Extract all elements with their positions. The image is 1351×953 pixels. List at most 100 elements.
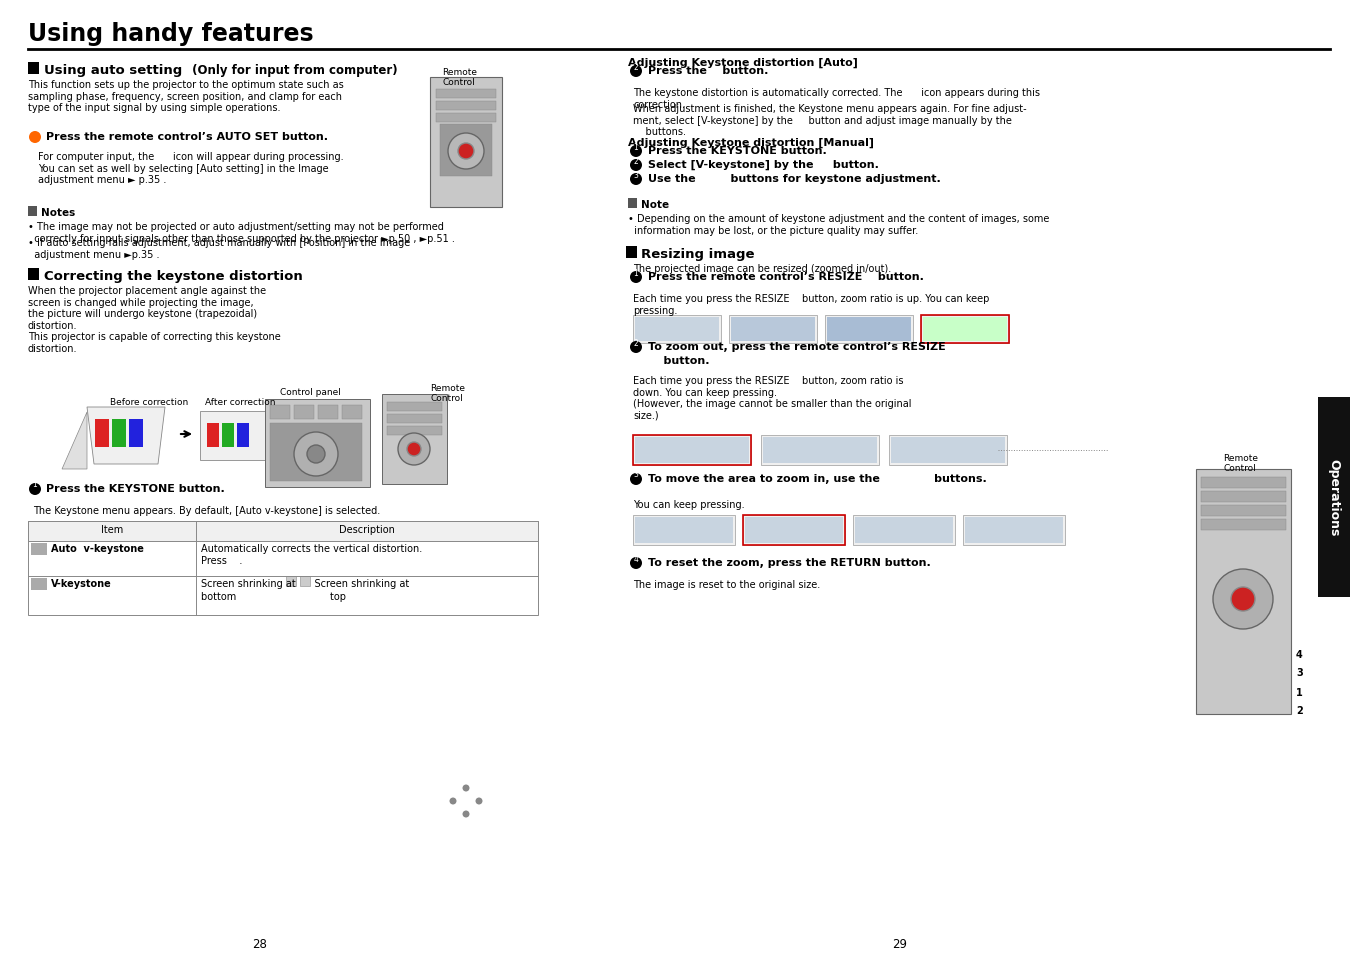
Text: Press    .: Press .: [201, 556, 242, 565]
Bar: [28, 63, 39, 75]
Text: 29: 29: [893, 937, 908, 950]
Circle shape: [1231, 587, 1255, 612]
Text: Correcting the keystone distortion: Correcting the keystone distortion: [45, 270, 303, 283]
Text: Screen shrinking at      Screen shrinking at: Screen shrinking at Screen shrinking at: [201, 578, 409, 588]
Circle shape: [630, 146, 642, 158]
Circle shape: [462, 811, 470, 818]
Text: 2: 2: [634, 338, 639, 347]
Text: 1: 1: [634, 142, 639, 152]
Circle shape: [399, 434, 430, 465]
Bar: [317, 406, 338, 419]
Bar: [628, 199, 638, 209]
Bar: [635, 437, 748, 463]
Text: Remote
Control: Remote Control: [1224, 454, 1259, 473]
Bar: [892, 437, 1005, 463]
Bar: [1201, 477, 1286, 489]
Bar: [923, 317, 1006, 341]
Text: Control panel: Control panel: [280, 388, 340, 396]
Text: Adjusting Keystone distortion [Auto]: Adjusting Keystone distortion [Auto]: [628, 58, 858, 69]
Bar: [635, 317, 719, 341]
Text: 1: 1: [32, 480, 38, 489]
Text: Before correction: Before correction: [109, 397, 188, 407]
Bar: [28, 521, 538, 541]
Bar: [270, 406, 290, 419]
Text: Press the    button.: Press the button.: [648, 66, 769, 76]
Circle shape: [1213, 569, 1273, 629]
Text: For computer input, the      icon will appear during processing.
You can set as : For computer input, the icon will appear…: [38, 152, 343, 185]
Bar: [761, 436, 880, 465]
Bar: [763, 437, 877, 463]
Text: Auto  v-keystone: Auto v-keystone: [51, 543, 143, 554]
Text: This function sets up the projector to the optimum state such as
sampling phase,: This function sets up the projector to t…: [28, 80, 343, 113]
Text: 4: 4: [634, 554, 639, 563]
Text: (Only for input from computer): (Only for input from computer): [188, 64, 397, 77]
Text: The image is reset to the original size.: The image is reset to the original size.: [634, 579, 820, 589]
Bar: [825, 315, 913, 344]
Bar: [436, 90, 496, 99]
Text: 3: 3: [634, 470, 639, 479]
Bar: [852, 516, 955, 545]
Text: Note: Note: [640, 200, 669, 210]
Circle shape: [630, 341, 642, 354]
Text: Press the KEYSTONE button.: Press the KEYSTONE button.: [46, 483, 224, 494]
Bar: [386, 427, 442, 436]
Bar: [112, 419, 126, 448]
Text: Press the KEYSTONE button.: Press the KEYSTONE button.: [648, 146, 827, 156]
Bar: [1201, 492, 1286, 502]
Bar: [626, 247, 638, 258]
Circle shape: [476, 798, 482, 804]
Text: After correction: After correction: [205, 397, 276, 407]
Circle shape: [450, 798, 457, 804]
Bar: [382, 395, 447, 484]
Bar: [270, 423, 362, 481]
Bar: [286, 577, 296, 586]
Text: Remote
Control: Remote Control: [443, 68, 477, 88]
Text: Operations: Operations: [1328, 458, 1340, 537]
Circle shape: [630, 66, 642, 78]
Text: Remote
Control: Remote Control: [431, 384, 466, 403]
Bar: [921, 315, 1009, 344]
Bar: [963, 516, 1065, 545]
Text: 28: 28: [253, 937, 267, 950]
Bar: [1319, 397, 1350, 598]
Circle shape: [630, 474, 642, 485]
Text: Item: Item: [101, 524, 123, 535]
Circle shape: [407, 442, 422, 456]
Circle shape: [28, 483, 41, 496]
Circle shape: [28, 132, 41, 144]
Bar: [889, 436, 1006, 465]
Circle shape: [295, 433, 338, 476]
Circle shape: [449, 133, 484, 170]
Bar: [295, 406, 313, 419]
Text: • Depending on the amount of keystone adjustment and the content of images, some: • Depending on the amount of keystone ad…: [628, 213, 1050, 235]
Text: Resizing image: Resizing image: [640, 248, 754, 261]
Text: The Keystone menu appears. By default, [Auto v-keystone] is selected.: The Keystone menu appears. By default, […: [32, 505, 380, 516]
Bar: [730, 315, 817, 344]
Text: 1: 1: [1296, 687, 1302, 698]
Bar: [386, 415, 442, 423]
Circle shape: [307, 446, 326, 463]
Text: Using handy features: Using handy features: [28, 22, 313, 46]
Bar: [342, 406, 362, 419]
Text: 2: 2: [634, 63, 639, 71]
Circle shape: [630, 173, 642, 186]
Bar: [965, 517, 1063, 543]
Bar: [1196, 470, 1292, 714]
Bar: [207, 423, 219, 448]
Bar: [635, 517, 734, 543]
Circle shape: [630, 160, 642, 172]
Text: Press the remote control’s AUTO SET button.: Press the remote control’s AUTO SET butt…: [46, 132, 328, 142]
Text: To zoom out, press the remote control’s RESIZE: To zoom out, press the remote control’s …: [648, 341, 946, 352]
Text: 4: 4: [1296, 649, 1302, 659]
Bar: [744, 517, 843, 543]
Bar: [300, 577, 309, 586]
Text: 2: 2: [1296, 705, 1302, 716]
Text: Select [V-keystone] by the     button.: Select [V-keystone] by the button.: [648, 160, 880, 170]
Bar: [31, 543, 47, 556]
Bar: [440, 125, 492, 177]
Text: V-keystone: V-keystone: [51, 578, 112, 588]
Bar: [1201, 505, 1286, 517]
Bar: [743, 516, 844, 545]
Bar: [28, 269, 39, 281]
Text: 2: 2: [634, 156, 639, 165]
